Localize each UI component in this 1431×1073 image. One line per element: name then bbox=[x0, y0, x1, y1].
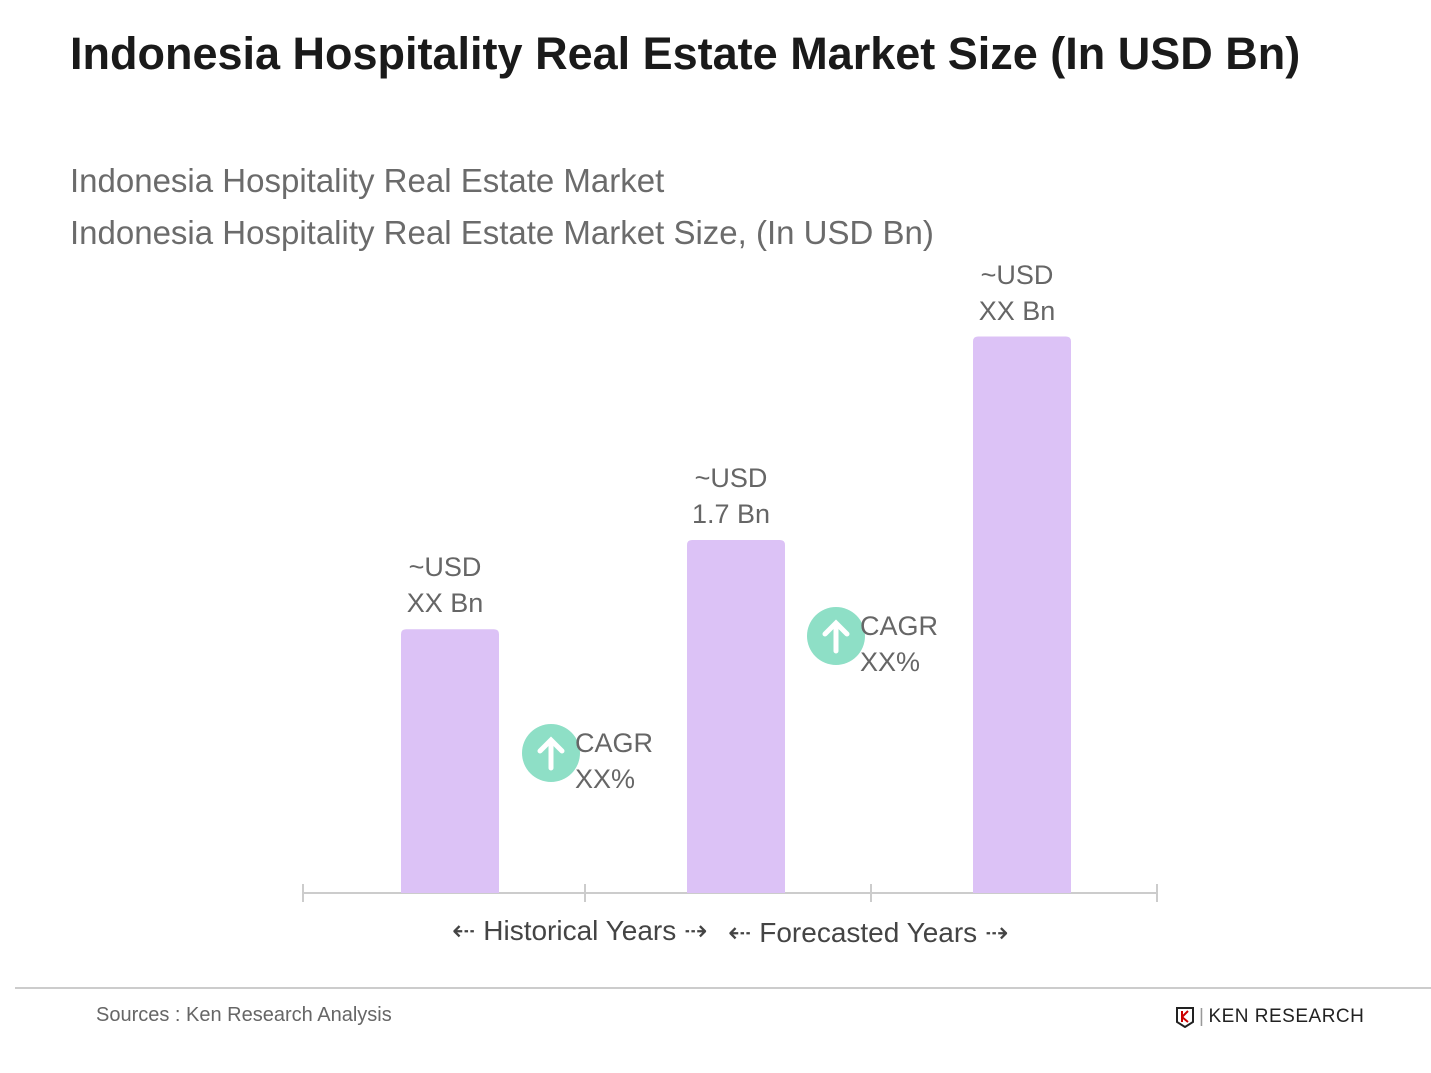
chart-subtitle-2: Indonesia Hospitality Real Estate Market… bbox=[70, 214, 934, 251]
cagr-value: XX% bbox=[860, 647, 921, 677]
historical-years-label: ⇠ Historical Years ⇢ bbox=[452, 915, 708, 946]
cagr-value: XX% bbox=[575, 764, 636, 794]
data-label-line: ~USD bbox=[694, 463, 768, 493]
chart-subtitle: Indonesia Hospitality Real Estate Market bbox=[70, 162, 665, 199]
page-title: Indonesia Hospitality Real Estate Market… bbox=[70, 28, 1301, 79]
cagr-title: CAGR bbox=[575, 728, 654, 758]
bar-data-label: ~USD 1.7 Bn bbox=[651, 460, 811, 532]
ken-research-logo: | KEN RESEARCH bbox=[1175, 1006, 1364, 1028]
cagr-label: CAGR XX% bbox=[860, 608, 938, 680]
data-label-line: XX Bn bbox=[406, 588, 484, 619]
forecasted-years-label: ⇠ Forecasted Years ⇢ bbox=[728, 917, 1009, 948]
bar bbox=[687, 540, 785, 893]
cagr-title: CAGR bbox=[860, 611, 939, 641]
arrow-left-icon: ⇠ bbox=[728, 917, 752, 948]
divider bbox=[15, 987, 1431, 989]
data-label-line: 1.7 Bn bbox=[691, 499, 771, 529]
bar bbox=[973, 336, 1071, 894]
arrow-left-icon: ⇠ bbox=[452, 915, 476, 946]
ken-logo-icon bbox=[1176, 1007, 1194, 1028]
arrow-right-icon: ⇢ bbox=[984, 917, 1009, 948]
data-label-line: XX Bn bbox=[978, 295, 1056, 326]
bar-data-label: ~USD XX Bn bbox=[365, 549, 525, 621]
data-label-line: ~USD bbox=[408, 552, 482, 583]
source-note: Sources : Ken Research Analysis bbox=[96, 1004, 392, 1026]
arrow-right-icon: ⇢ bbox=[684, 915, 708, 946]
data-label-line: ~USD bbox=[980, 259, 1054, 290]
arrow-up-icon bbox=[522, 724, 580, 782]
cagr-label: CAGR XX% bbox=[575, 725, 653, 797]
bar bbox=[401, 629, 499, 893]
bar-data-label: ~USD XX Bn bbox=[937, 257, 1097, 329]
arrow-up-icon bbox=[807, 607, 865, 665]
